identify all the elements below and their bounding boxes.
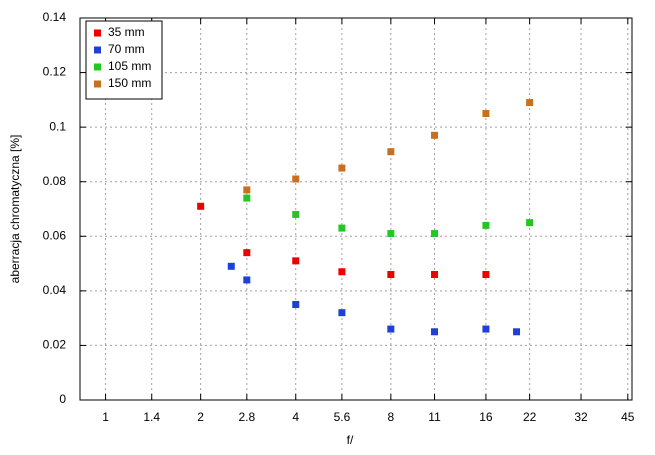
point xyxy=(431,230,439,238)
point xyxy=(292,175,300,183)
point xyxy=(513,328,521,336)
x-tick-label: 5.6 xyxy=(334,410,351,424)
legend-swatch xyxy=(94,63,101,71)
legend-label: 70 mm xyxy=(108,42,145,56)
x-tick-label: 1 xyxy=(102,410,109,424)
x-tick-label: 8 xyxy=(387,410,394,424)
point xyxy=(338,268,346,276)
x-tick-label: 2 xyxy=(197,410,204,424)
plot-frame xyxy=(79,17,633,401)
point xyxy=(243,249,251,257)
point xyxy=(482,270,490,278)
point xyxy=(482,325,490,333)
y-tick-label: 0.04 xyxy=(43,283,67,297)
y-tick-label: 0.06 xyxy=(43,228,67,242)
point xyxy=(526,219,534,227)
point xyxy=(243,194,251,202)
x-tick-label: 2.8 xyxy=(238,410,255,424)
x-tick-label: 45 xyxy=(621,410,635,424)
point xyxy=(292,301,300,308)
y-tick-label: 0.12 xyxy=(43,65,67,79)
point xyxy=(243,186,251,194)
point xyxy=(431,131,439,139)
point xyxy=(482,221,490,229)
x-tick-label: 16 xyxy=(479,410,493,424)
x-tick-label: 32 xyxy=(574,410,588,424)
point xyxy=(387,148,395,156)
x-tick-label: 22 xyxy=(523,410,537,424)
point xyxy=(526,99,534,107)
legend-swatch xyxy=(94,29,101,37)
y-tick-label: 0.1 xyxy=(49,119,66,133)
x-tick-label: 11 xyxy=(428,410,441,424)
point xyxy=(338,224,346,232)
point xyxy=(387,325,395,333)
legend-label: 105 mm xyxy=(108,59,151,73)
point xyxy=(227,262,235,270)
y-tick-label: 0.08 xyxy=(43,174,67,188)
point xyxy=(292,257,300,265)
legend-label: 35 mm xyxy=(108,25,145,39)
legend-swatch xyxy=(94,46,101,54)
y-tick-label: 0.02 xyxy=(43,338,67,352)
point xyxy=(197,202,205,210)
y-tick-label: 0 xyxy=(59,392,66,406)
point xyxy=(243,276,251,284)
legend-swatch xyxy=(94,80,101,88)
x-axis-label: f/ xyxy=(347,433,354,447)
point xyxy=(482,110,490,117)
point xyxy=(431,270,439,278)
x-tick-label: 1.4 xyxy=(143,410,160,424)
point xyxy=(338,164,346,172)
point xyxy=(338,309,346,317)
point xyxy=(431,328,439,336)
point xyxy=(387,270,395,278)
y-tick-label: 0.14 xyxy=(43,10,67,24)
legend-label: 150 mm xyxy=(108,76,151,90)
y-axis-label: aberracja chromatyczna [%] xyxy=(8,135,22,284)
point xyxy=(292,210,300,218)
x-tick-label: 4 xyxy=(292,410,299,424)
point xyxy=(387,230,395,238)
